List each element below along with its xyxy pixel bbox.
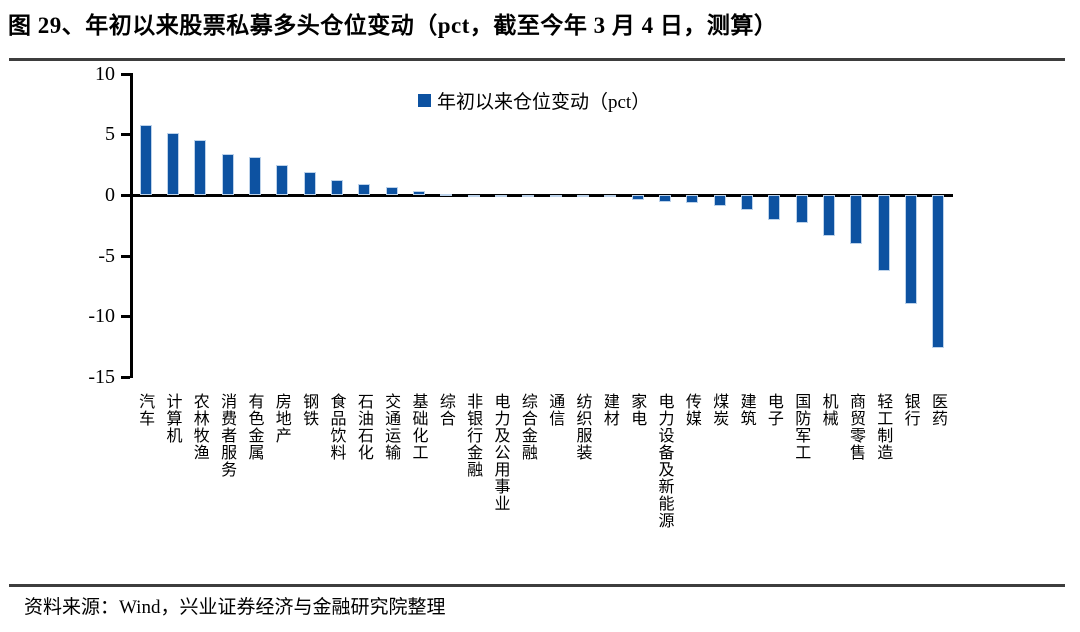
bar xyxy=(795,195,808,223)
bar xyxy=(166,133,179,195)
category-label: 纺织服装 xyxy=(573,393,591,461)
figure-title: 图 29、年初以来股票私募多头仓位变动（pct，截至今年 3 月 4 日，测算） xyxy=(8,13,778,38)
zero-baseline xyxy=(130,193,953,197)
category-label: 银行 xyxy=(901,393,919,427)
bar xyxy=(686,195,699,204)
y-axis-tick xyxy=(121,376,130,380)
category-label: 交通运输 xyxy=(382,393,400,461)
category-label: 钢铁 xyxy=(300,393,318,427)
category-label: 综合 xyxy=(436,393,454,427)
category-label: 消费者服务 xyxy=(218,393,236,478)
category-label: 农林牧渔 xyxy=(190,393,208,461)
bar xyxy=(385,186,398,195)
bar xyxy=(248,157,261,195)
bar xyxy=(905,195,918,305)
bar xyxy=(577,195,590,197)
bar xyxy=(713,195,726,206)
y-axis-tick xyxy=(121,133,130,137)
category-label: 通信 xyxy=(546,393,564,427)
category-label: 商贸零售 xyxy=(846,393,864,461)
bar xyxy=(741,195,754,210)
source-note: 资料来源：Wind，兴业证券经济与金融研究院整理 xyxy=(24,597,446,618)
category-label: 轻工制造 xyxy=(874,393,892,461)
bar xyxy=(358,184,371,195)
bar xyxy=(877,195,890,272)
category-label: 国防军工 xyxy=(792,393,810,461)
bar xyxy=(932,195,945,348)
category-label: 医药 xyxy=(928,393,946,427)
legend-swatch-icon xyxy=(418,94,431,107)
top-divider xyxy=(9,58,1065,61)
y-tick-label: 5 xyxy=(105,123,115,146)
category-label: 有色金属 xyxy=(245,393,263,461)
bar xyxy=(495,195,508,197)
bar xyxy=(659,195,672,203)
category-label: 煤炭 xyxy=(710,393,728,427)
y-tick-label: -5 xyxy=(98,244,115,267)
bar xyxy=(631,195,644,200)
y-axis-tick xyxy=(121,72,130,76)
legend-label: 年初以来仓位变动（pct） xyxy=(437,92,651,113)
bar xyxy=(549,195,562,197)
bar xyxy=(768,195,781,221)
y-axis-tick xyxy=(121,254,130,258)
category-label: 电子 xyxy=(764,393,782,427)
bar xyxy=(303,171,316,195)
y-axis-line xyxy=(130,72,133,379)
chart-legend: 年初以来仓位变动（pct） xyxy=(418,87,650,114)
y-tick-label: -15 xyxy=(88,366,115,389)
bottom-divider xyxy=(9,584,1065,587)
category-label: 食品饮料 xyxy=(327,393,345,461)
category-label: 综合金融 xyxy=(518,393,536,461)
y-axis-tick xyxy=(121,315,130,319)
category-label: 电力设备及新能源 xyxy=(655,393,673,529)
category-label: 家电 xyxy=(628,393,646,427)
category-label: 基础化工 xyxy=(409,393,427,461)
category-label: 电力及公用事业 xyxy=(491,393,509,512)
y-tick-label: 10 xyxy=(95,62,115,85)
bar xyxy=(440,193,453,196)
bar xyxy=(604,195,617,198)
category-label: 计算机 xyxy=(163,393,181,444)
category-label: 机械 xyxy=(819,393,837,427)
y-tick-label: -10 xyxy=(88,305,115,328)
bar xyxy=(194,140,207,195)
category-label: 建筑 xyxy=(737,393,755,427)
bar xyxy=(276,164,289,195)
bar xyxy=(522,195,535,197)
bar xyxy=(823,195,836,237)
bar xyxy=(413,191,425,195)
category-label: 传媒 xyxy=(682,393,700,427)
category-label: 非银行金融 xyxy=(464,393,482,478)
y-tick-label: 0 xyxy=(105,184,115,206)
bar xyxy=(850,195,863,244)
category-label: 建材 xyxy=(600,393,618,427)
bar xyxy=(467,195,480,197)
category-label: 汽车 xyxy=(136,393,154,427)
category-label: 房地产 xyxy=(272,393,290,444)
bar xyxy=(330,180,343,195)
bar xyxy=(139,124,152,195)
y-axis-tick xyxy=(121,194,130,197)
category-label: 石油石化 xyxy=(354,393,372,461)
bar xyxy=(221,153,234,195)
